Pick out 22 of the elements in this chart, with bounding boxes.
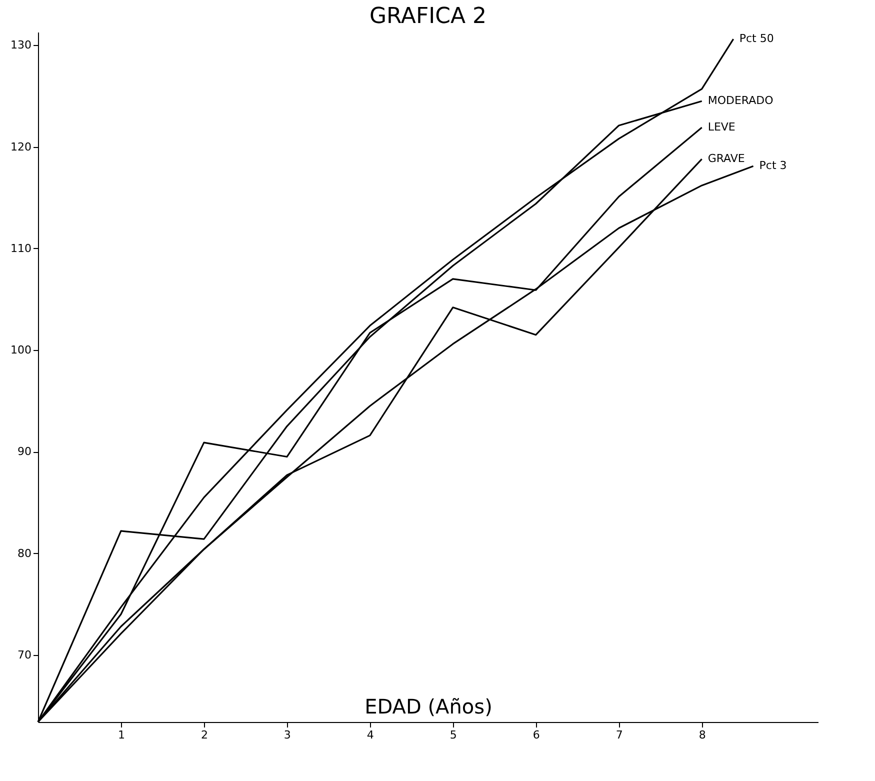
x-tick-label: 7	[616, 728, 623, 742]
x-tick-label: 2	[200, 728, 208, 742]
x-tick-label: 1	[118, 728, 125, 742]
x-tick-label: 8	[698, 728, 706, 742]
x-tick-label: 5	[450, 728, 457, 742]
series-label: LEVE	[708, 120, 736, 134]
y-tick-label: 120	[10, 140, 32, 154]
y-tick-label: 110	[10, 242, 32, 255]
y-tick-label: 70	[18, 648, 32, 662]
y-tick-label: 130	[10, 38, 32, 52]
y-tick-label: 90	[18, 445, 32, 458]
series-label: MODERADO	[708, 94, 774, 108]
chart-title: GRAFICA 2	[369, 4, 487, 29]
x-tick-label: 6	[532, 728, 540, 742]
x-tick-label: 4	[366, 728, 374, 742]
series-label: Pct 50	[739, 32, 774, 46]
series-label: Pct 3	[759, 159, 787, 172]
y-tick-label: 100	[10, 344, 32, 357]
y-tick-label: 80	[18, 546, 32, 560]
x-axis-title: EDAD (Años)	[364, 694, 492, 718]
x-tick-label: 3	[284, 728, 291, 742]
series-label: GRAVE	[708, 152, 745, 166]
